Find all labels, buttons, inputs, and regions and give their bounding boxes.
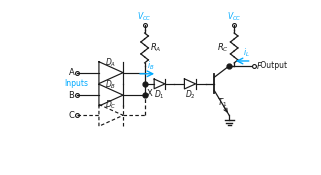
Text: $D_1$: $D_1$ <box>154 89 165 101</box>
Text: $V_{CC}$: $V_{CC}$ <box>227 10 241 23</box>
Text: B: B <box>69 91 74 100</box>
Text: $D_C$: $D_C$ <box>105 99 117 111</box>
Text: $i_L$: $i_L$ <box>243 47 250 59</box>
Text: $R_C$: $R_C$ <box>217 42 229 54</box>
Text: Inputs: Inputs <box>64 79 88 88</box>
Text: $V_{CC}$: $V_{CC}$ <box>137 10 152 23</box>
Text: X: X <box>147 89 153 98</box>
Text: $D_A$: $D_A$ <box>105 56 117 69</box>
Text: C: C <box>69 111 74 120</box>
Text: Output: Output <box>258 61 287 70</box>
Text: $D_B$: $D_B$ <box>105 79 117 91</box>
Text: $i_B$: $i_B$ <box>147 59 155 72</box>
Text: $D_2$: $D_2$ <box>185 89 195 101</box>
Text: $T_1$: $T_1$ <box>217 96 227 109</box>
Text: $R_A$: $R_A$ <box>150 42 161 54</box>
Text: A: A <box>69 68 74 77</box>
Text: $F$: $F$ <box>256 60 263 71</box>
